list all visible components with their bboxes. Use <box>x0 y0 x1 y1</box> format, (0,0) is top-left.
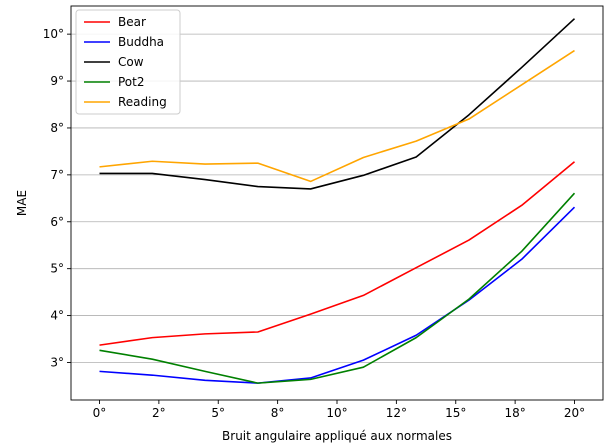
y-tick-label-6: 9° <box>50 74 64 88</box>
x-tick-label-2: 5° <box>211 406 225 420</box>
x-tick-label-8: 20° <box>564 406 585 420</box>
legend-label-reading: Reading <box>118 95 167 109</box>
series-line-buddha <box>99 206 576 384</box>
y-tick-label-7: 10° <box>43 27 64 41</box>
y-tick-label-4: 7° <box>50 168 64 182</box>
series-lines <box>99 18 576 384</box>
x-tick-label-3: 8° <box>271 406 285 420</box>
y-tick-label-3: 6° <box>50 215 64 229</box>
y-tick-label-5: 8° <box>50 121 64 135</box>
x-axis-label: Bruit angulaire appliqué aux normales <box>222 429 452 443</box>
series-line-bear <box>99 161 576 346</box>
series-line-cow <box>99 18 576 190</box>
x-tick-label-1: 2° <box>152 406 166 420</box>
series-line-pot2 <box>99 192 576 384</box>
x-tick-label-4: 10° <box>326 406 347 420</box>
legend-box <box>75 9 181 115</box>
legend-label-bear: Bear <box>118 15 146 29</box>
y-tick-label-2: 5° <box>50 262 64 276</box>
series-line-reading <box>99 49 575 183</box>
y-axis-label: MAE <box>15 190 29 216</box>
y-tick-label-0: 3° <box>50 355 64 369</box>
legend-label-cow: Cow <box>118 55 144 69</box>
legend-label-pot2: Pot2 <box>118 75 145 89</box>
x-tick-label-7: 18° <box>504 406 525 420</box>
x-tick-label-5: 12° <box>386 406 407 420</box>
legend: Bear Buddha Cow Pot2 Reading <box>75 9 181 115</box>
y-axis-ticks: 3° 4° 5° 6° 7° 8° 9° 10° <box>43 27 71 369</box>
x-axis-ticks: 0° 2° 5° 8° 10° 12° 15° 18° 20° <box>93 400 585 420</box>
x-tick-label-6: 15° <box>445 406 466 420</box>
legend-label-buddha: Buddha <box>118 35 164 49</box>
y-tick-label-1: 4° <box>50 309 64 323</box>
x-tick-label-0: 0° <box>93 406 107 420</box>
